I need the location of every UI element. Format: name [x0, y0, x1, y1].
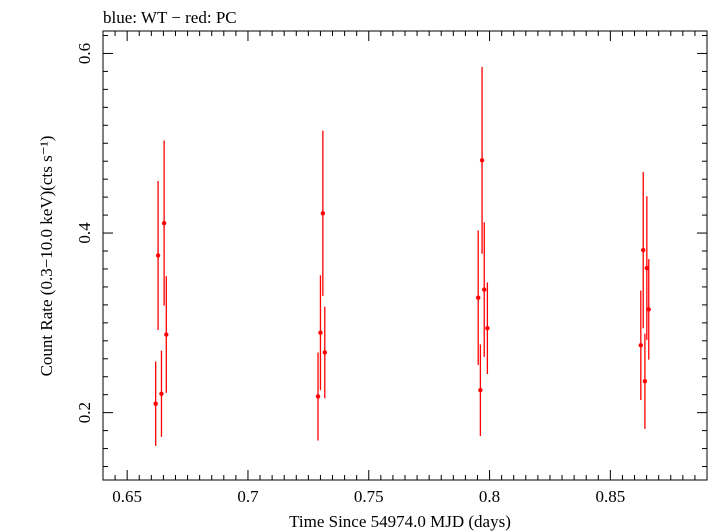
data-series — [153, 66, 651, 446]
x-tick-label: 0.85 — [595, 487, 625, 506]
plot-frame — [102, 30, 708, 481]
data-point — [644, 265, 650, 271]
x-tick-label: 0.75 — [354, 487, 384, 506]
y-tick-label: 0.2 — [75, 402, 94, 423]
data-point — [482, 287, 487, 292]
data-point — [153, 401, 158, 406]
data-point — [318, 330, 323, 335]
x-tick-label: 0.65 — [112, 487, 142, 506]
data-point — [485, 326, 490, 331]
y-tick-label: 0.6 — [75, 43, 94, 64]
data-point — [164, 332, 169, 337]
x-axis-label: Time Since 54974.0 MJD (days) — [289, 512, 511, 531]
data-point — [322, 350, 327, 355]
data-point — [159, 391, 164, 396]
data-point — [478, 388, 483, 393]
data-point — [155, 253, 161, 258]
y-tick-label: 0.4 — [75, 222, 94, 244]
data-point — [641, 247, 646, 253]
y-axis: 0.2 0.4 0.6 — [75, 34, 707, 468]
data-point — [642, 379, 648, 384]
x-axis: 0.65 0.7 0.75 0.8 0.85 — [102, 31, 708, 506]
x-tick-label: 0.8 — [479, 487, 500, 506]
x-tick-label: 0.7 — [237, 487, 259, 506]
data-point — [479, 158, 485, 163]
data-point — [476, 295, 481, 300]
chart-title: blue: WT − red: PC — [103, 8, 237, 27]
data-point — [638, 343, 644, 348]
data-point — [161, 220, 167, 226]
data-point — [315, 394, 321, 399]
data-point — [320, 211, 326, 216]
data-point — [646, 307, 651, 312]
y-axis-label: Count Rate (0.3−10.0 keV)(cts s⁻¹) — [37, 136, 56, 377]
